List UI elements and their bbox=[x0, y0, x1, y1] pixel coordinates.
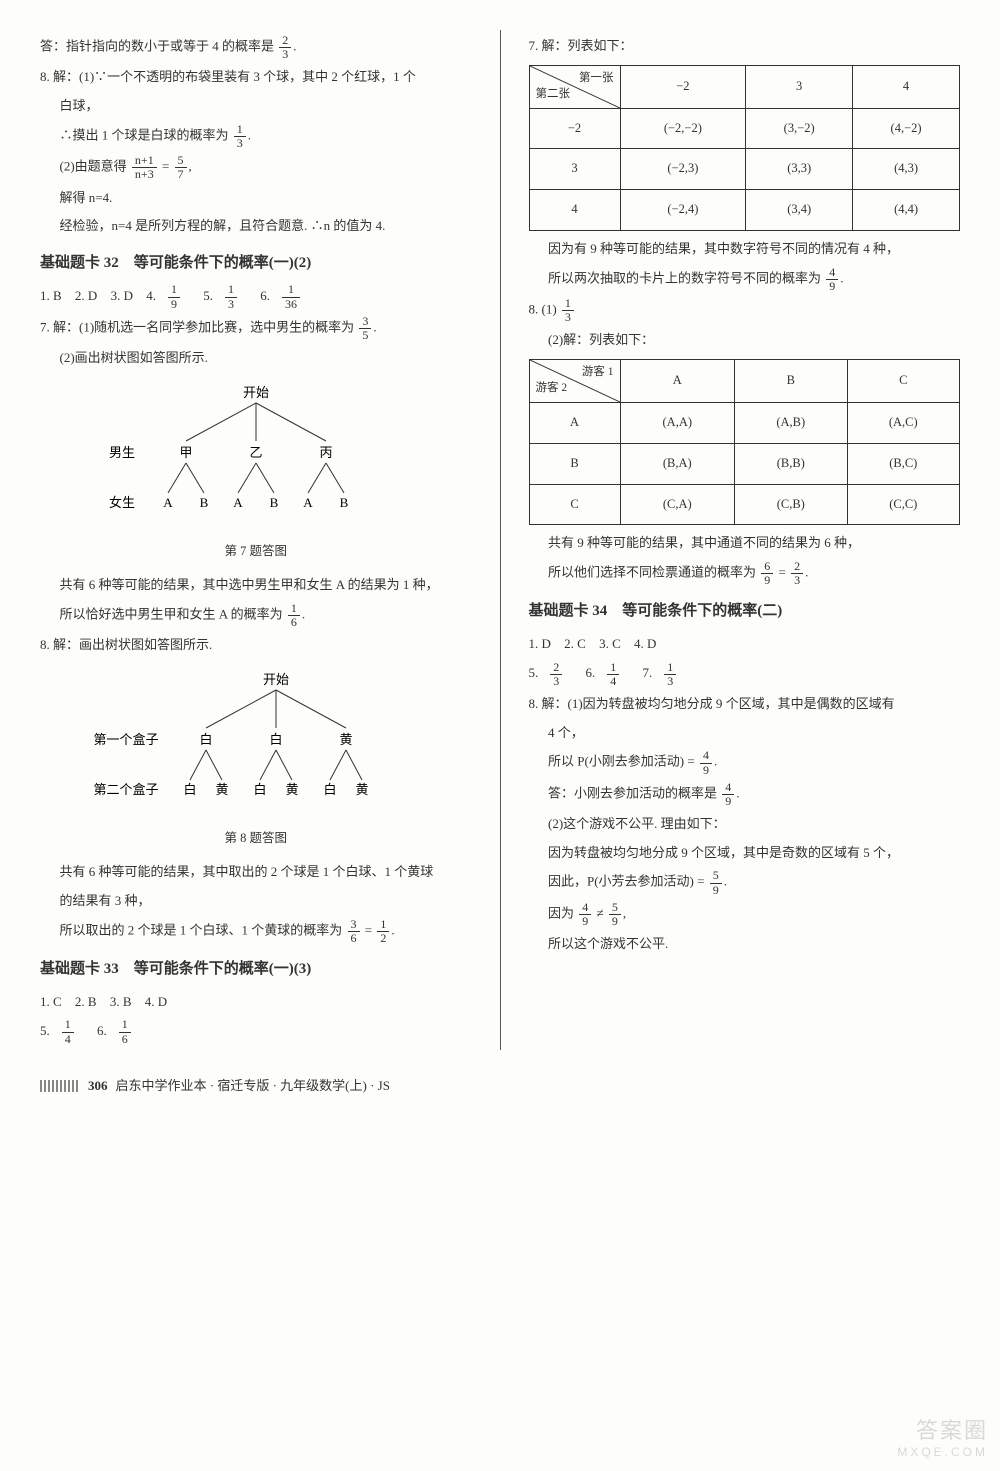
svg-text:B: B bbox=[339, 495, 348, 510]
answers-32: 1. B 2. D 3. D 4.19 5.13 6.136 bbox=[40, 283, 472, 310]
svg-text:丙: 丙 bbox=[319, 445, 332, 460]
text-line: 所以取出的 2 个球是 1 个白球、1 个黄球的概率为 36 = 12. bbox=[40, 918, 472, 945]
text-line: (2)这个游戏不公平. 理由如下： bbox=[529, 812, 961, 837]
svg-text:白: 白 bbox=[253, 782, 266, 797]
svg-text:白: 白 bbox=[183, 782, 196, 797]
text-line: 7. 解：列表如下： bbox=[529, 34, 961, 59]
text-line: 8. 解：画出树状图如答图所示. bbox=[40, 633, 472, 658]
text-line: 答：小刚去参加活动的概率是 49. bbox=[529, 781, 961, 808]
svg-text:A: A bbox=[163, 495, 173, 510]
text-line: 所以这个游戏不公平. bbox=[529, 932, 961, 957]
svg-text:男生: 男生 bbox=[109, 445, 135, 460]
answers-33: 1. C 2. B 3. B 4. D bbox=[40, 990, 472, 1015]
page-footer: 306 启东中学作业本 · 宿迁专版 · 九年级数学(上) · JS bbox=[40, 1074, 960, 1099]
two-column-layout: 答：指针指向的数小于或等于 4 的概率是 23. 8. 解：(1)∵一个不透明的… bbox=[40, 30, 960, 1050]
column-divider bbox=[500, 30, 501, 1050]
svg-text:开始: 开始 bbox=[243, 385, 269, 400]
caption-7: 第 7 题答图 bbox=[40, 540, 472, 564]
svg-text:甲: 甲 bbox=[179, 445, 192, 460]
svg-text:B: B bbox=[199, 495, 208, 510]
svg-text:女生: 女生 bbox=[109, 495, 135, 510]
svg-text:B: B bbox=[269, 495, 278, 510]
svg-text:黄: 黄 bbox=[355, 782, 368, 797]
svg-text:白: 白 bbox=[323, 782, 336, 797]
text-line: 所以两次抽取的卡片上的数字符号不同的概率为 49. bbox=[529, 266, 961, 293]
text-line: 因此，P(小芳去参加活动) = 59. bbox=[529, 869, 961, 896]
text-line: 8. 解：(1)因为转盘被均匀地分成 9 个区域，其中是偶数的区域有 bbox=[529, 692, 961, 717]
left-column: 答：指针指向的数小于或等于 4 的概率是 23. 8. 解：(1)∵一个不透明的… bbox=[40, 30, 472, 1050]
text-line: 的结果有 3 种， bbox=[40, 889, 472, 914]
text-line: (2)由题意得 n+1n+3 = 57, bbox=[40, 154, 472, 181]
section-heading-32: 基础题卡 32 等可能条件下的概率(一)(2) bbox=[40, 249, 472, 278]
page-number: 306 bbox=[88, 1074, 108, 1099]
svg-text:黄: 黄 bbox=[339, 732, 352, 747]
text-line: 因为 49 ≠ 59, bbox=[529, 901, 961, 928]
section-heading-33: 基础题卡 33 等可能条件下的概率(一)(3) bbox=[40, 955, 472, 984]
footer-decoration bbox=[40, 1080, 80, 1092]
svg-text:黄: 黄 bbox=[285, 782, 298, 797]
table-7: 第一张 第二张 −2 3 4 −2(−2,−2)(3,−2)(4,−2) 3(−… bbox=[529, 65, 961, 231]
text-line: 共有 9 种等可能的结果，其中通道不同的结果为 6 种， bbox=[529, 531, 961, 556]
text-line: (2)画出树状图如答图所示. bbox=[40, 346, 472, 371]
answers-34: 1. D 2. C 3. C 4. D bbox=[529, 632, 961, 657]
caption-8: 第 8 题答图 bbox=[40, 827, 472, 851]
text-line: ∴摸出 1 个球是白球的概率为 13. bbox=[40, 123, 472, 150]
svg-text:第一个盒子: 第一个盒子 bbox=[93, 732, 158, 747]
svg-text:A: A bbox=[233, 495, 243, 510]
section-heading-34: 基础题卡 34 等可能条件下的概率(二) bbox=[529, 597, 961, 626]
text-line: (2)解：列表如下： bbox=[529, 328, 961, 353]
text-line: 共有 6 种等可能的结果，其中取出的 2 个球是 1 个白球、1 个黄球 bbox=[40, 860, 472, 885]
text-line: 所以他们选择不同检票通道的概率为 69 = 23. bbox=[529, 560, 961, 587]
svg-text:黄: 黄 bbox=[215, 782, 228, 797]
text-line: 所以 P(小刚去参加活动) = 49. bbox=[529, 749, 961, 776]
tree-diagram-8: 开始 第一个盒子 白 白 黄 第二个盒子 白 黄 白 黄 白 黄 bbox=[40, 668, 472, 817]
svg-text:乙: 乙 bbox=[249, 445, 262, 460]
text-line: 白球， bbox=[40, 94, 472, 119]
svg-text:第二个盒子: 第二个盒子 bbox=[93, 782, 158, 797]
text-line: 经检验，n=4 是所列方程的解，且符合题意. ∴n 的值为 4. bbox=[40, 214, 472, 239]
text-line: 8. 解：(1)∵一个不透明的布袋里装有 3 个球，其中 2 个红球，1 个 bbox=[40, 65, 472, 90]
watermark: 答案圈 MXQE.COM bbox=[897, 1418, 988, 1459]
right-column: 7. 解：列表如下： 第一张 第二张 −2 3 4 −2(−2,−2)(3,−2… bbox=[529, 30, 961, 1050]
svg-text:白: 白 bbox=[269, 732, 282, 747]
answers-33b: 5.14 6.16 bbox=[40, 1018, 472, 1045]
text-line: 因为转盘被均匀地分成 9 个区域，其中是奇数的区域有 5 个， bbox=[529, 841, 961, 866]
svg-text:白: 白 bbox=[199, 732, 212, 747]
text-line: 答：指针指向的数小于或等于 4 的概率是 23. bbox=[40, 34, 472, 61]
svg-text:A: A bbox=[303, 495, 313, 510]
text-line: 所以恰好选中男生甲和女生 A 的概率为 16. bbox=[40, 602, 472, 629]
text-line: 8. (1) 13 bbox=[529, 297, 961, 324]
tree-diagram-7: 开始 男生 甲 乙 丙 女生 A B A B A B bbox=[40, 381, 472, 530]
text-line: 共有 6 种等可能的结果，其中选中男生甲和女生 A 的结果为 1 种， bbox=[40, 573, 472, 598]
svg-text:开始: 开始 bbox=[263, 672, 289, 687]
text-line: 4 个， bbox=[529, 721, 961, 746]
text-line: 解得 n=4. bbox=[40, 186, 472, 211]
table-8: 游客 1 游客 2 A B C A(A,A)(A,B)(A,C) B(B,A)(… bbox=[529, 359, 961, 525]
text-line: 因为有 9 种等可能的结果，其中数字符号不同的情况有 4 种， bbox=[529, 237, 961, 262]
footer-text: 启东中学作业本 · 宿迁专版 · 九年级数学(上) · JS bbox=[116, 1074, 390, 1099]
answers-34b: 5.23 6.14 7.13 bbox=[529, 661, 961, 688]
text-line: 7. 解：(1)随机选一名同学参加比赛，选中男生的概率为 35. bbox=[40, 315, 472, 342]
